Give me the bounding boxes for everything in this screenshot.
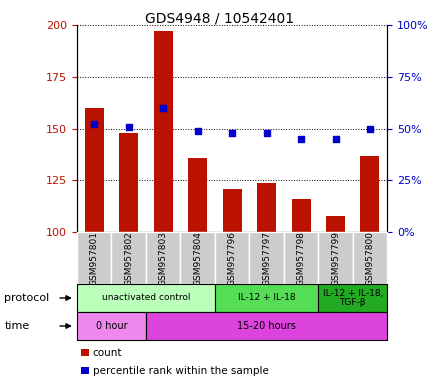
Point (367, 126, 374, 132)
Text: GSM957799: GSM957799 (331, 231, 340, 286)
Bar (215, 232, 249, 284)
Text: GSM957797: GSM957797 (262, 231, 271, 286)
Point (332, 136, 339, 142)
Bar (215, 284, 318, 312)
Bar (326, 216, 345, 232)
Bar (318, 232, 353, 284)
Point (160, 105, 167, 111)
Text: GSM957803: GSM957803 (159, 231, 168, 286)
Bar (249, 232, 284, 284)
Bar (353, 232, 387, 284)
Text: unactivated control: unactivated control (102, 293, 190, 303)
Text: GSM957800: GSM957800 (366, 231, 374, 286)
Bar (119, 133, 138, 232)
Point (297, 136, 304, 142)
Point (263, 130, 270, 136)
Bar (188, 158, 207, 232)
Bar (284, 232, 318, 284)
Text: IL-12 + IL-18: IL-12 + IL-18 (238, 293, 295, 303)
Text: IL-12 + IL-18,
TGF-β: IL-12 + IL-18, TGF-β (323, 289, 383, 307)
Text: count: count (93, 348, 122, 358)
Bar (146, 232, 180, 284)
Text: GSM957802: GSM957802 (124, 231, 133, 286)
Bar (77, 232, 111, 284)
Bar (360, 156, 379, 232)
Bar (85, 108, 104, 232)
Text: time: time (4, 321, 29, 331)
Bar (111, 232, 146, 284)
Point (125, 124, 132, 130)
Bar (223, 189, 242, 232)
Bar (77, 312, 146, 340)
Bar (257, 182, 276, 232)
Point (194, 127, 201, 134)
Text: GSM957798: GSM957798 (297, 231, 305, 286)
Bar (154, 31, 172, 232)
Text: GSM957796: GSM957796 (227, 231, 237, 286)
Text: 0 hour: 0 hour (95, 321, 127, 331)
Bar (318, 284, 387, 312)
Text: GSM957801: GSM957801 (90, 231, 99, 286)
Bar (180, 232, 215, 284)
Text: protocol: protocol (4, 293, 50, 303)
Point (229, 130, 236, 136)
Text: percentile rank within the sample: percentile rank within the sample (93, 366, 269, 376)
Point (91, 121, 98, 127)
Bar (292, 199, 311, 232)
Text: GDS4948 / 10542401: GDS4948 / 10542401 (146, 12, 294, 25)
Bar (146, 312, 387, 340)
Text: GSM957804: GSM957804 (193, 231, 202, 286)
Text: 15-20 hours: 15-20 hours (237, 321, 296, 331)
Bar (77, 284, 215, 312)
